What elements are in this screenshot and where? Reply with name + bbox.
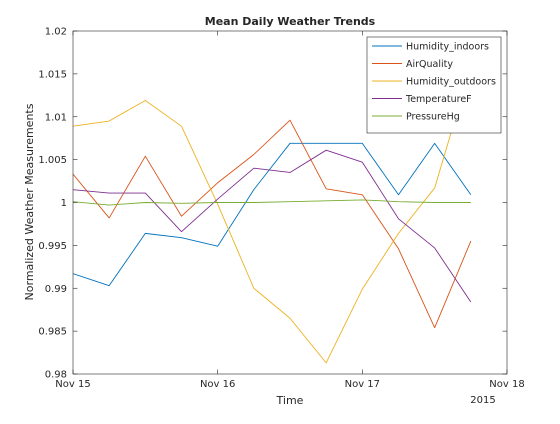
- y-tick-label: 0.98: [45, 370, 67, 381]
- y-tick-label: 1: [61, 198, 67, 209]
- y-tick-label: 1.015: [38, 69, 67, 80]
- y-tick-label: 1.005: [38, 155, 67, 166]
- series-line-humidity-indoors: [73, 142, 472, 287]
- y-tick-label: 1.02: [45, 27, 67, 38]
- legend-label: Humidity_indoors: [406, 42, 489, 53]
- legend-label: AirQuality: [406, 59, 453, 70]
- x-tick-label: Nov 15: [55, 379, 90, 390]
- legend-label: TemperatureF: [405, 94, 472, 105]
- y-axis-label: Normalized Weather Measurements: [23, 103, 36, 300]
- legend: Humidity_indoors AirQuality Humidity_outdo…: [366, 36, 502, 134]
- y-tick-label: 0.99: [45, 284, 67, 295]
- series-line-pressurehg: [73, 199, 471, 206]
- x-axis-year-label: 2015: [470, 395, 495, 406]
- y-tick-label: 0.995: [38, 241, 67, 252]
- series-line-airquality: [73, 119, 472, 329]
- series-line-temperaturef: [73, 149, 472, 303]
- ticks-layer: 0.98 0.985 0.99 0.995 1 1.005 1.01 1.015 1.02 Nov…: [38, 27, 524, 391]
- series-line-humidity-outdoors: [73, 66, 472, 364]
- x-axis-label: Time: [276, 394, 304, 407]
- x-tick-label: Nov 18: [489, 379, 524, 390]
- x-tick-label: Nov 17: [345, 379, 380, 390]
- series-layer: [73, 66, 472, 364]
- x-tick-label: Nov 16: [200, 379, 235, 390]
- chart-title: Mean Daily Weather Trends: [205, 15, 376, 28]
- legend-box: [366, 36, 502, 134]
- legend-label: PressureHg: [406, 112, 460, 123]
- y-tick-label: 1.01: [45, 112, 67, 123]
- legend-label: Humidity_outdoors: [406, 77, 496, 88]
- y-tick-label: 0.985: [38, 327, 67, 338]
